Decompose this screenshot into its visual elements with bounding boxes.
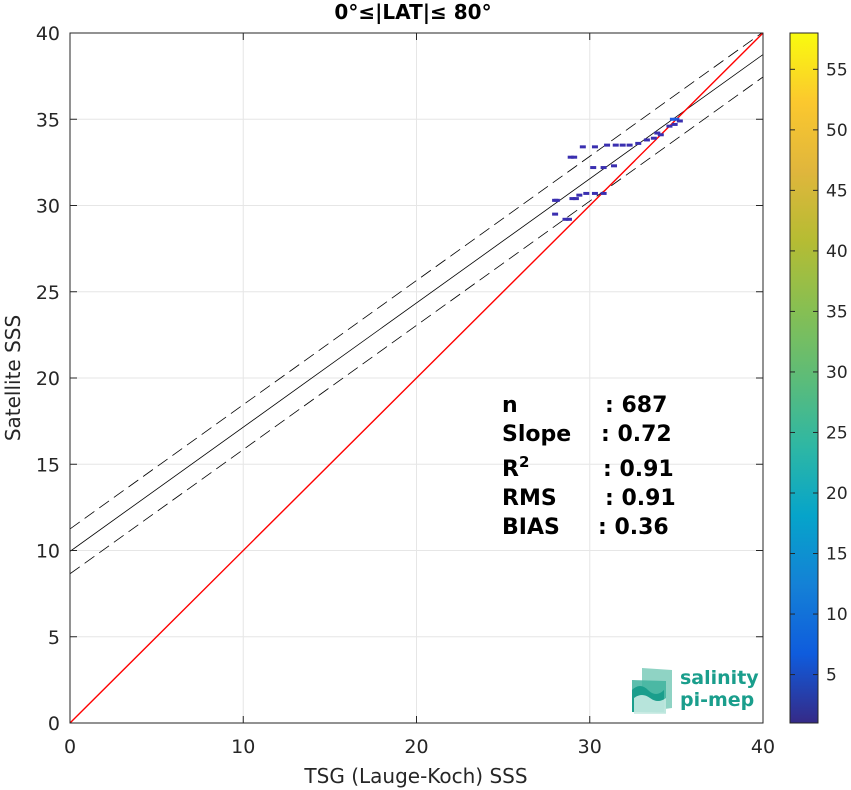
logo-line1: salinity (680, 667, 759, 689)
colorbar-tick-label: 35 (826, 302, 848, 322)
data-point (612, 143, 619, 147)
data-points (552, 117, 683, 221)
data-point (673, 117, 680, 121)
stat-value: : 0.91 (605, 486, 676, 511)
data-point (591, 145, 598, 149)
stat-label: n (502, 393, 518, 418)
data-point (552, 212, 559, 216)
data-point (669, 117, 676, 121)
colorbar: 5 10 15 20 25 30 35 40 45 50 55 (789, 32, 848, 724)
logo-wave-icon (632, 668, 672, 714)
regression-line (70, 54, 763, 552)
stat-label: RMS (502, 486, 557, 511)
y-tick-label: 25 (36, 282, 60, 304)
y-tick-label: 5 (48, 627, 60, 649)
data-point (626, 143, 633, 147)
logo-line2: pi-mep (680, 689, 754, 711)
y-tick-label: 0 (48, 713, 60, 735)
data-point (590, 166, 597, 170)
stat-label: Slope (502, 422, 571, 447)
data-point (562, 217, 569, 221)
y-tick-label: 10 (36, 541, 60, 563)
data-point (600, 191, 607, 195)
y-tick-label: 20 (36, 368, 60, 390)
data-point (579, 145, 586, 149)
chart-title: 0°≤|LAT|≤ 80° (334, 0, 491, 24)
colorbar-tick-label: 5 (826, 666, 837, 686)
y-tick-label: 40 (36, 23, 60, 45)
colorbar-tick-label: 45 (826, 181, 848, 201)
x-axis-title: TSG (Lauge-Koch) SSS (303, 764, 527, 788)
colorbar-tick-label: 25 (826, 423, 848, 443)
data-point (565, 217, 572, 221)
data-point (569, 197, 576, 201)
data-point (650, 136, 657, 140)
data-point (666, 124, 673, 128)
data-point (604, 143, 611, 147)
data-point (657, 133, 664, 137)
upper-bound-line (70, 33, 763, 530)
colorbar-ticks: 5 10 15 20 25 30 35 40 45 50 55 (790, 60, 848, 686)
data-point (571, 155, 578, 159)
colorbar-tick-label: 50 (826, 121, 848, 141)
data-point (671, 122, 678, 126)
data-point (591, 191, 598, 195)
data-point (567, 155, 574, 159)
data-point (572, 197, 579, 201)
colorbar-gradient (789, 32, 819, 724)
colorbar-tick-label: 10 (826, 605, 848, 625)
y-axis-title: Satellite SSS (1, 315, 25, 441)
data-point (676, 119, 683, 123)
data-point (635, 141, 642, 145)
stat-value: : 687 (605, 393, 667, 418)
data-point (643, 138, 650, 142)
data-point (619, 143, 626, 147)
colorbar-tick-label: 20 (826, 484, 848, 504)
one-to-one-line (70, 33, 763, 723)
colorbar-tick-label: 55 (826, 60, 848, 80)
grid-lines (70, 33, 763, 723)
y-tick-label: 35 (36, 109, 60, 131)
y-tick-label: 30 (36, 196, 60, 218)
x-tick-label: 20 (404, 736, 428, 758)
colorbar-tick-label: 40 (826, 242, 848, 262)
salinity-pi-mep-logo: salinity pi-mep (632, 667, 759, 714)
x-tick-label: 0 (64, 736, 76, 758)
x-axis-ticks: 0 10 20 30 40 (64, 33, 775, 758)
stat-value: : 0.36 (598, 515, 669, 540)
colorbar-tick-label: 15 (826, 545, 848, 565)
data-point (553, 198, 560, 202)
x-tick-label: 10 (231, 736, 255, 758)
y-tick-label: 15 (36, 454, 60, 476)
x-tick-label: 40 (751, 736, 775, 758)
y-axis-ticks: 0 5 10 15 20 25 30 35 40 (36, 23, 763, 735)
data-point (583, 191, 590, 195)
data-point (654, 131, 661, 135)
stat-value: : 0.72 (601, 422, 672, 447)
x-tick-label: 30 (578, 736, 602, 758)
stat-value: : 0.91 (603, 457, 674, 482)
reference-lines (70, 33, 763, 723)
colorbar-tick-label: 30 (826, 363, 848, 383)
data-point (600, 166, 607, 170)
lower-bound-line (70, 76, 763, 575)
data-point (576, 193, 583, 197)
data-point (611, 164, 618, 168)
stat-label: BIAS (502, 515, 560, 540)
